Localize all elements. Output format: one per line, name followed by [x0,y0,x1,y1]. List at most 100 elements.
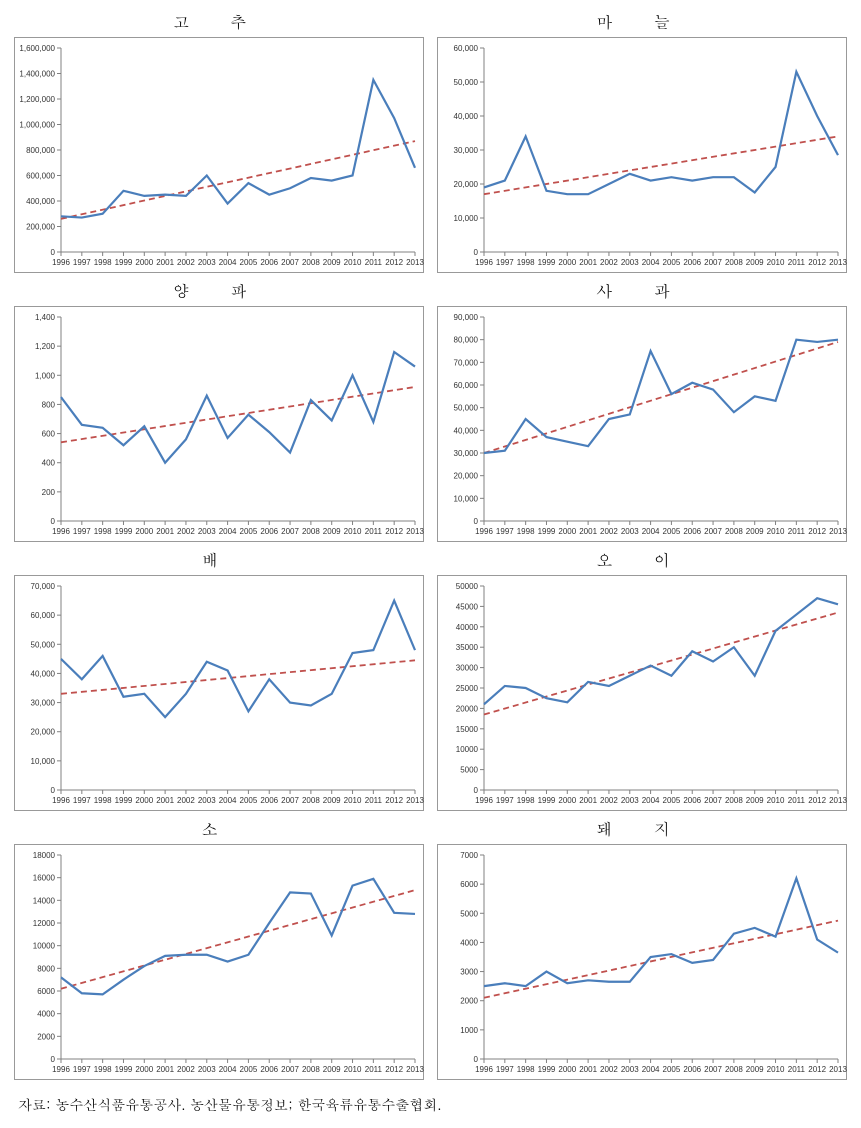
svg-text:2013: 2013 [829,527,847,536]
svg-text:2006: 2006 [260,796,278,805]
svg-text:2011: 2011 [788,1065,806,1074]
svg-text:2000: 2000 [135,1065,153,1074]
svg-text:1998: 1998 [517,527,535,536]
svg-text:90,000: 90,000 [454,313,479,322]
svg-text:2006: 2006 [684,527,702,536]
svg-text:2013: 2013 [406,796,424,805]
svg-text:50,000: 50,000 [454,404,479,413]
svg-text:20,000: 20,000 [30,728,55,737]
svg-text:2006: 2006 [684,258,702,267]
svg-text:1997: 1997 [496,796,514,805]
chart-box: 02004006008001,0001,2001,400199619971998… [14,306,424,542]
svg-text:2005: 2005 [663,796,681,805]
svg-text:2012: 2012 [385,1065,403,1074]
svg-text:4000: 4000 [37,1010,55,1019]
svg-text:30,000: 30,000 [454,146,479,155]
svg-text:1,600,000: 1,600,000 [19,44,55,53]
svg-text:12000: 12000 [33,919,56,928]
svg-text:30,000: 30,000 [30,699,55,708]
svg-text:1998: 1998 [93,796,111,805]
svg-text:2008: 2008 [302,527,320,536]
svg-text:2007: 2007 [281,527,299,536]
chart-box: 0200040006000800010000120001400016000180… [14,844,424,1080]
svg-text:20,000: 20,000 [454,180,479,189]
svg-text:20,000: 20,000 [454,472,479,481]
svg-text:1997: 1997 [73,527,91,536]
svg-text:0: 0 [474,517,479,526]
svg-text:2009: 2009 [746,258,764,267]
svg-text:2010: 2010 [343,258,361,267]
svg-text:1998: 1998 [93,258,111,267]
svg-text:2002: 2002 [600,796,618,805]
svg-text:16000: 16000 [33,874,56,883]
svg-text:60,000: 60,000 [30,611,55,620]
chart-title: 마 늘 [597,10,688,33]
svg-text:2008: 2008 [725,527,743,536]
svg-text:2010: 2010 [767,796,785,805]
svg-text:0: 0 [474,786,479,795]
svg-text:1998: 1998 [93,527,111,536]
svg-text:2011: 2011 [365,258,383,267]
svg-text:0: 0 [50,1055,55,1064]
chart-title: 돼 지 [597,817,688,840]
svg-text:2011: 2011 [365,1065,383,1074]
svg-text:2005: 2005 [663,258,681,267]
svg-text:2004: 2004 [642,796,660,805]
svg-text:2002: 2002 [177,527,195,536]
svg-text:40,000: 40,000 [454,112,479,121]
svg-text:1999: 1999 [538,258,556,267]
svg-text:2003: 2003 [621,527,639,536]
chart-box: 010,00020,00030,00040,00050,00060,00070,… [437,306,847,542]
svg-text:1998: 1998 [517,258,535,267]
svg-text:45000: 45000 [456,602,479,611]
svg-text:10,000: 10,000 [454,494,479,503]
chart-block-2: 양 파02004006008001,0001,2001,400199619971… [10,279,428,542]
svg-text:1997: 1997 [73,796,91,805]
svg-text:2009: 2009 [746,527,764,536]
chart-title: 양 파 [173,279,264,302]
svg-text:40,000: 40,000 [30,669,55,678]
svg-text:2005: 2005 [239,1065,257,1074]
svg-text:2002: 2002 [600,527,618,536]
chart-box: 0500010000150002000025000300003500040000… [437,575,847,811]
svg-text:2003: 2003 [198,258,216,267]
svg-text:50000: 50000 [456,582,479,591]
svg-text:30,000: 30,000 [454,449,479,458]
svg-text:2010: 2010 [767,258,785,267]
svg-text:2008: 2008 [725,258,743,267]
svg-text:70,000: 70,000 [30,582,55,591]
svg-text:2005: 2005 [239,796,257,805]
svg-text:2003: 2003 [198,796,216,805]
svg-text:2003: 2003 [621,258,639,267]
svg-text:200: 200 [41,488,55,497]
svg-text:1,000: 1,000 [35,371,56,380]
svg-text:1999: 1999 [114,796,132,805]
chart-box: 0100020003000400050006000700019961997199… [437,844,847,1080]
chart-block-3: 사 과010,00020,00030,00040,00050,00060,000… [434,279,852,542]
svg-text:600,000: 600,000 [26,172,55,181]
svg-text:10000: 10000 [33,942,56,951]
svg-text:1,200: 1,200 [35,342,56,351]
svg-text:2000: 2000 [559,258,577,267]
svg-text:2004: 2004 [218,258,236,267]
svg-text:2008: 2008 [302,258,320,267]
svg-text:1996: 1996 [52,258,70,267]
svg-text:2012: 2012 [385,796,403,805]
svg-text:2009: 2009 [323,796,341,805]
svg-text:2000: 2000 [460,997,478,1006]
svg-text:1999: 1999 [538,1065,556,1074]
svg-text:0: 0 [474,1055,479,1064]
svg-text:20000: 20000 [456,704,479,713]
svg-text:1996: 1996 [52,1065,70,1074]
svg-text:2005: 2005 [239,258,257,267]
chart-title: 배 [202,548,236,571]
chart-title: 소 [202,817,236,840]
svg-text:1999: 1999 [114,527,132,536]
svg-text:18000: 18000 [33,851,56,860]
svg-text:2004: 2004 [642,1065,660,1074]
svg-text:400: 400 [41,459,55,468]
svg-text:2008: 2008 [302,1065,320,1074]
svg-text:1997: 1997 [496,527,514,536]
svg-text:2012: 2012 [809,258,827,267]
svg-text:2003: 2003 [621,796,639,805]
